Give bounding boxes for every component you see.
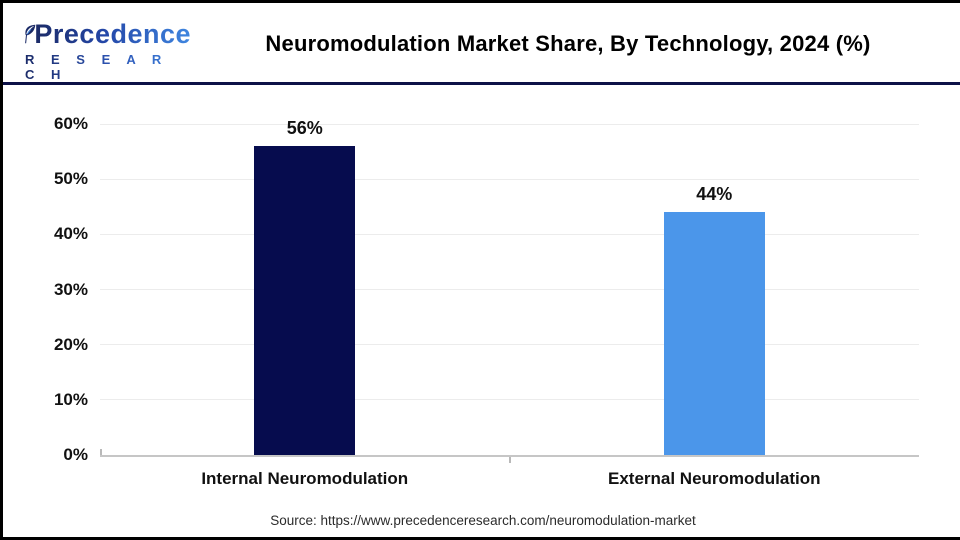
x-axis-line (100, 455, 919, 457)
precedence-research-logo: Precedence R E S E A R C H (21, 14, 191, 82)
y-axis-tick-label: 40% (53, 224, 88, 244)
gridline (100, 289, 919, 290)
gridline (100, 233, 919, 235)
x-axis-category-label: External Neuromodulation (607, 469, 821, 488)
bar-value-label: 56% (286, 118, 323, 139)
gridline (100, 344, 919, 346)
y-axis-tick-label: 50% (53, 169, 88, 189)
y-axis-tick-label: 30% (53, 279, 88, 299)
axis-tick (100, 449, 102, 455)
gridline (100, 178, 919, 180)
source-citation: Source: https://www.precedenceresearch.c… (270, 513, 696, 528)
logo-wordmark: Precedence (34, 14, 191, 54)
x-axis-category-label: Internal Neuromodulation (201, 469, 409, 488)
leaf-logo-icon (25, 24, 36, 44)
y-axis-tick-label: 0% (63, 445, 88, 464)
y-axis-tick-label: 20% (53, 334, 88, 354)
chart-title: Neuromodulation Market Share, By Technol… (265, 31, 871, 56)
bar-chart: 0% 10% 20% 30% 40% 50% 60% 56% Internal Neuromod… (3, 3, 960, 537)
logo-subtitle: R E S E A R C H (21, 52, 191, 82)
bar-value-label: 44% (696, 184, 733, 205)
gridline (100, 399, 919, 401)
y-axis-tick-label: 60% (53, 114, 88, 133)
bar-internal-neuromodulation (254, 146, 356, 455)
bar-external-neuromodulation (663, 212, 765, 455)
y-axis-tick-label: 10% (53, 389, 88, 409)
axis-tick (508, 457, 511, 463)
gridline (100, 123, 919, 125)
header: Precedence R E S E A R C H Neuromodulati… (3, 3, 960, 85)
